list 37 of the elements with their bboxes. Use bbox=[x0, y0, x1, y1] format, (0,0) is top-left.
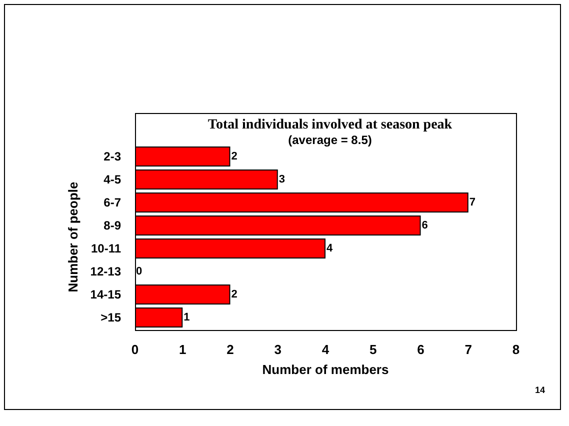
x-tick-label: 8 bbox=[512, 342, 520, 357]
x-tick-label: 0 bbox=[131, 342, 139, 357]
text: 14 bbox=[534, 385, 545, 395]
y-tick-label: 14-15 bbox=[90, 288, 122, 302]
x-tick-label: 1 bbox=[179, 342, 186, 357]
bar bbox=[135, 308, 183, 328]
data-label: 2 bbox=[231, 288, 238, 300]
chart-title: Total individuals involved at season peak bbox=[208, 118, 452, 132]
x-tick-label: 7 bbox=[464, 342, 472, 357]
bar bbox=[135, 170, 278, 190]
y-axis-title: Number of people bbox=[65, 182, 80, 292]
data-label: 6 bbox=[422, 220, 428, 232]
y-tick-label: 12-13 bbox=[90, 264, 122, 278]
data-label: 2 bbox=[231, 150, 238, 162]
bar bbox=[135, 216, 421, 236]
x-tick-label: 5 bbox=[370, 342, 377, 357]
y-tick-label: >15 bbox=[100, 310, 122, 324]
data-label: 7 bbox=[469, 196, 476, 208]
x-tick-label: 4 bbox=[322, 342, 330, 357]
x-tick-label: 2 bbox=[226, 342, 234, 357]
data-label: 3 bbox=[278, 174, 285, 186]
y-tick-label: 2-3 bbox=[104, 150, 122, 164]
y-tick-label: 6-7 bbox=[104, 196, 122, 210]
x-axis-title: Number of members bbox=[262, 362, 389, 377]
y-tick-label: 10-11 bbox=[90, 242, 122, 256]
x-tick-label: 3 bbox=[274, 342, 282, 357]
y-tick-label: 8-9 bbox=[104, 218, 122, 232]
bar bbox=[135, 238, 326, 258]
data-label: 1 bbox=[184, 312, 190, 324]
data-label: 4 bbox=[326, 242, 334, 254]
x-tick-label: 6 bbox=[417, 342, 424, 357]
bar bbox=[135, 192, 468, 212]
y-tick-label: 4-5 bbox=[104, 172, 122, 186]
chart-subtitle: (average = 8.5) bbox=[288, 133, 372, 147]
bar bbox=[135, 284, 230, 304]
data-label: 0 bbox=[136, 266, 142, 278]
bar bbox=[135, 146, 230, 166]
